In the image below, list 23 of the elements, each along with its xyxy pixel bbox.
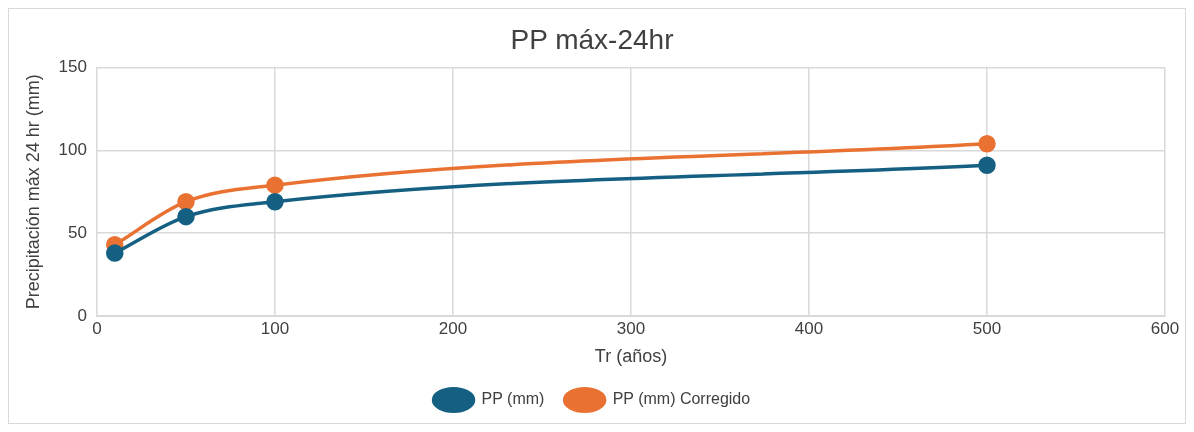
x-tick-label: 400 bbox=[794, 318, 824, 338]
point bbox=[177, 207, 195, 226]
legend-label: PP (mm) Corregido bbox=[612, 390, 751, 408]
x-tick-label: 500 bbox=[972, 318, 1002, 338]
x-tick-label: 300 bbox=[616, 318, 646, 338]
x-tick-label: 0 bbox=[92, 318, 102, 338]
y-tick-label: 0 bbox=[77, 305, 87, 325]
x-tick-label: 100 bbox=[260, 318, 290, 338]
point bbox=[106, 244, 124, 262]
x-tick-label: 600 bbox=[1150, 318, 1180, 338]
point bbox=[978, 135, 996, 153]
legend-label: PP (mm) bbox=[481, 390, 545, 408]
x-axis-title: Tr (años) bbox=[594, 346, 668, 367]
y-tick-label: 150 bbox=[58, 57, 87, 77]
chart-title: PP máx-24hr bbox=[510, 23, 674, 55]
y-axis-title: Precipitación máx 24 hr (mm) bbox=[22, 74, 43, 310]
point bbox=[266, 192, 284, 211]
point bbox=[978, 156, 996, 175]
y-tick-label: 50 bbox=[68, 222, 87, 242]
y-tick-label: 100 bbox=[58, 140, 87, 160]
point bbox=[266, 176, 284, 194]
point bbox=[177, 192, 195, 211]
x-tick-label: 200 bbox=[438, 318, 468, 338]
